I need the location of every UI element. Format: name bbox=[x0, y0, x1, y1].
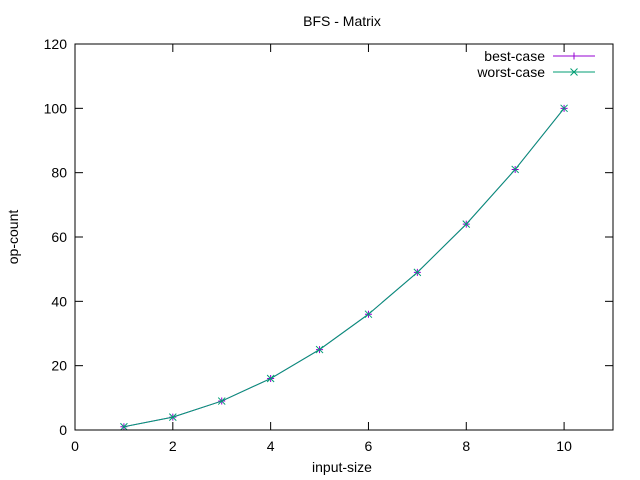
x-tick-label: 2 bbox=[169, 438, 177, 454]
x-tick-label: 10 bbox=[556, 438, 572, 454]
data-point bbox=[120, 422, 128, 431]
x-tick-label: 8 bbox=[462, 438, 470, 454]
y-tick-label: 120 bbox=[44, 36, 68, 52]
data-point bbox=[266, 374, 275, 383]
x-tick-label: 6 bbox=[365, 438, 373, 454]
data-point bbox=[560, 104, 568, 113]
y-tick-label: 0 bbox=[59, 422, 67, 438]
y-tick-label: 60 bbox=[51, 229, 67, 245]
y-tick-label: 80 bbox=[51, 165, 67, 181]
data-point bbox=[315, 345, 324, 354]
legend-label: best-case bbox=[484, 48, 545, 64]
y-tick-label: 100 bbox=[44, 100, 68, 116]
series-best-case bbox=[120, 104, 568, 431]
data-point bbox=[413, 268, 422, 277]
data-point bbox=[462, 220, 471, 228]
data-point bbox=[168, 413, 177, 421]
data-point bbox=[217, 397, 226, 405]
series-line bbox=[123, 108, 565, 428]
data-point bbox=[364, 310, 373, 319]
series-line bbox=[123, 108, 565, 428]
legend-marker bbox=[570, 52, 578, 60]
plot-frame bbox=[74, 43, 614, 431]
x-axis-label: input-size bbox=[312, 459, 372, 475]
chart-title: BFS - Matrix bbox=[303, 13, 381, 29]
legend-label: worst-case bbox=[476, 64, 545, 80]
series-worst-case bbox=[120, 104, 568, 431]
data-point bbox=[511, 165, 520, 174]
x-tick-label: 4 bbox=[267, 438, 275, 454]
y-tick-label: 20 bbox=[51, 358, 67, 374]
x-tick-label: 0 bbox=[71, 438, 79, 454]
legend-marker bbox=[570, 68, 578, 76]
y-tick-label: 40 bbox=[51, 293, 67, 309]
y-axis-label: op-count bbox=[5, 210, 21, 265]
plot-series bbox=[120, 104, 568, 431]
